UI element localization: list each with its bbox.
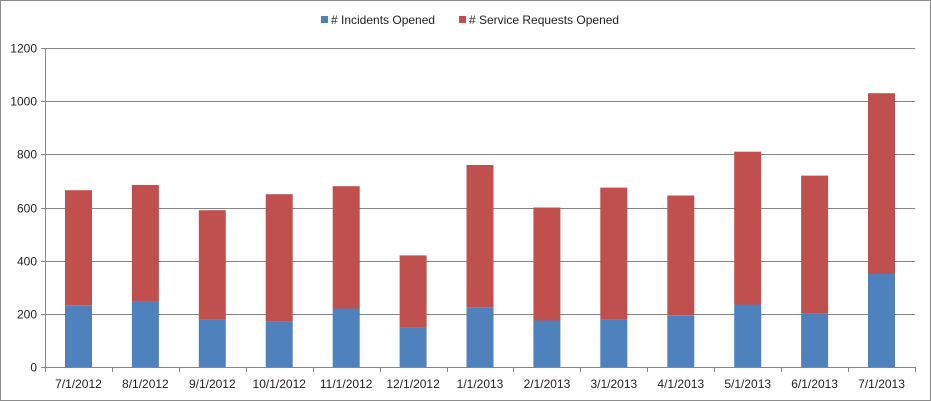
y-tick-label: 1200 [10, 42, 37, 56]
legend-item-incidents: # Incidents Opened [321, 13, 435, 27]
bar-service-requests [265, 194, 293, 322]
y-tick-label: 1000 [10, 95, 37, 109]
x-tick-label: 3/1/2013 [590, 377, 637, 391]
bar-service-requests [600, 187, 628, 320]
bars-group [65, 93, 895, 367]
x-tick-label: 12/1/2012 [386, 377, 440, 391]
bar-service-requests [533, 207, 561, 321]
legend-swatch [321, 16, 328, 23]
y-tick-label: 600 [17, 202, 37, 216]
bar-incidents [265, 321, 293, 367]
x-tick-label: 1/1/2013 [457, 377, 504, 391]
x-tick-label: 10/1/2012 [253, 377, 307, 391]
bar-service-requests [734, 151, 762, 305]
bar-incidents [466, 307, 494, 367]
bar-incidents [332, 308, 360, 367]
y-tick-label: 0 [30, 361, 37, 375]
x-tick-label: 4/1/2013 [657, 377, 704, 391]
x-tick-label: 5/1/2013 [724, 377, 771, 391]
bar-service-requests [131, 184, 159, 302]
bar-service-requests [801, 175, 829, 314]
bar-service-requests [466, 165, 494, 308]
bar-incidents [65, 305, 92, 367]
legend-item-service-requests: # Service Requests Opened [459, 13, 619, 27]
bar-service-requests [332, 186, 360, 309]
x-tick-label: 7/1/2013 [858, 377, 905, 391]
bar-service-requests [399, 255, 427, 328]
bar-incidents [600, 319, 628, 367]
bar-incidents [131, 301, 159, 367]
legend-label: # Service Requests Opened [469, 13, 619, 27]
y-tick-label: 800 [17, 148, 37, 162]
legend-swatch [459, 16, 466, 23]
x-axis-tick-labels: 7/1/2012 8/1/2012 9/1/2012 10/1/2012 11/1/20… [55, 377, 905, 391]
legend: # Incidents Opened # Service Requests Ope… [321, 13, 619, 27]
bar-service-requests [667, 195, 695, 316]
bar-incidents [801, 313, 829, 367]
axes [41, 48, 916, 372]
legend-label: # Incidents Opened [331, 13, 435, 27]
x-tick-label: 9/1/2012 [189, 377, 236, 391]
bar-service-requests [868, 93, 895, 274]
x-tick-label: 2/1/2013 [524, 377, 571, 391]
y-tick-label: 400 [17, 255, 37, 269]
bar-incidents [198, 319, 226, 367]
bar-incidents [533, 320, 561, 367]
bar-service-requests [198, 210, 226, 320]
y-tick-label: 200 [17, 308, 37, 322]
y-axis-tick-labels: 0 200 400 600 800 1000 1200 [10, 42, 37, 375]
x-tick-label: 8/1/2012 [122, 377, 169, 391]
bar-incidents [868, 274, 895, 367]
bar-service-requests [65, 190, 92, 306]
x-tick-label: 6/1/2013 [791, 377, 838, 391]
x-tick-label: 7/1/2012 [55, 377, 102, 391]
bar-incidents [399, 327, 427, 367]
bar-incidents [734, 304, 762, 367]
x-tick-label: 11/1/2012 [320, 377, 373, 391]
bar-incidents [667, 315, 695, 367]
